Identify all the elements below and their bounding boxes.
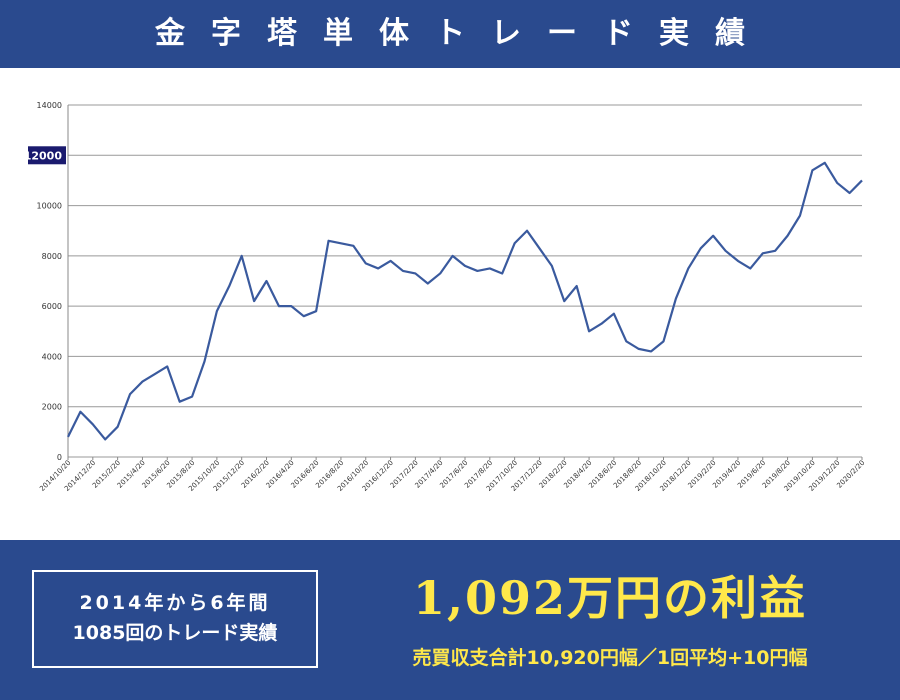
y-tick-label: 4000 [42,352,62,361]
y-tick-label: 0 [57,453,62,462]
y-tick-label: 8000 [42,252,62,261]
y-tick-label: 6000 [42,302,62,311]
profit: 1,092万円の利益 [412,571,808,625]
title: 金字塔単体トレード実績 [155,16,771,51]
highlight-box [28,146,66,165]
y-tick-label: 10000 [37,202,62,211]
chart: 020004000600080001000012000140002014/10/… [0,68,900,540]
y-tick-label: 2000 [42,403,62,412]
series-line [67,161,863,441]
y-tick-label: 12000 [24,149,63,162]
detail: 売買収支合計10,920円幅／1回平均+10円幅 [412,647,808,669]
period: 2014年から6年間 [79,592,271,614]
trades: 1085回のトレード実績 [72,622,278,644]
summary-box: 2014年から6年間 1085回のトレード実績 [32,570,318,668]
y-tick-label: 14000 [37,101,62,110]
